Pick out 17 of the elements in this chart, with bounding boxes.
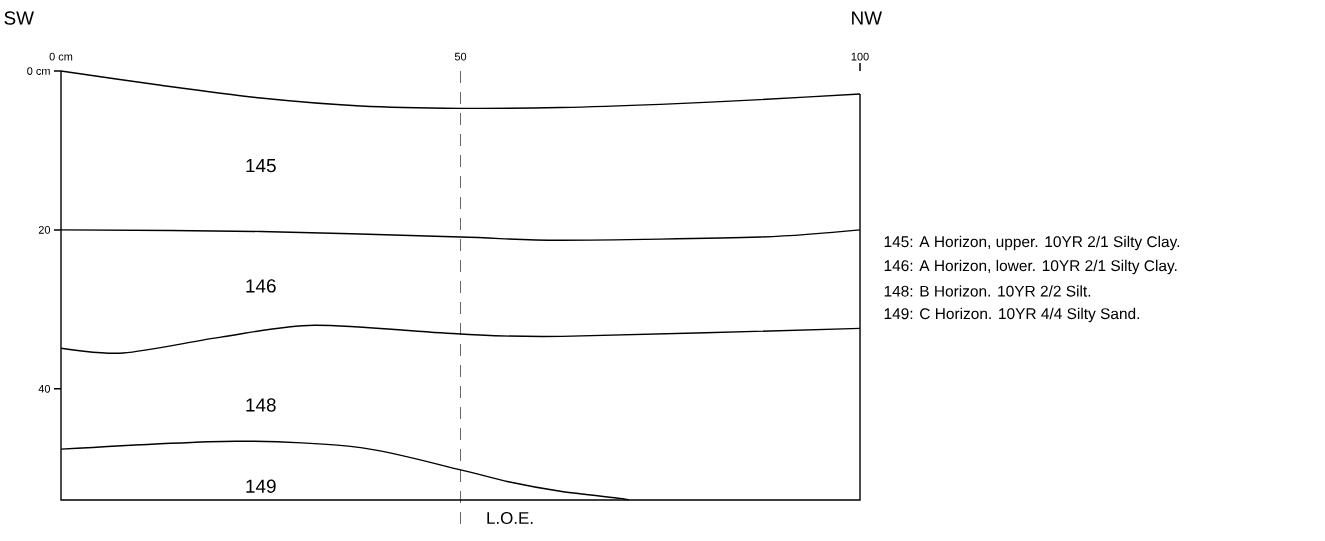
y-tick-label: 40 xyxy=(38,384,51,393)
ref-line-label: L.O.E. xyxy=(487,512,533,525)
annotation: 146 xyxy=(246,279,276,293)
text: 146: A Horizon, lower. 10YR 2/1 Silty Clay. xyxy=(884,259,1177,275)
x-tick-label: 100 xyxy=(851,52,869,61)
x-tick-label: 50 xyxy=(454,52,467,61)
text: 148: B Horizon. 10YR 2/2 Silt. xyxy=(884,285,1091,297)
text: 149: C Horizon. 10YR 4/4 Silty Sand. xyxy=(884,307,1140,323)
text: 145: A Horizon, upper. 10YR 2/1 Silty Clay. xyxy=(884,235,1180,251)
annotation: 145 xyxy=(246,159,276,173)
annotation: 149 xyxy=(246,479,276,493)
annotation: 148 xyxy=(246,398,276,412)
text: NW xyxy=(852,11,882,25)
y-tick-label: 0 cm xyxy=(27,67,50,75)
x-tick-label: 0 cm xyxy=(49,52,73,61)
text: SW xyxy=(4,11,34,25)
y-tick-label: 20 xyxy=(38,226,51,234)
